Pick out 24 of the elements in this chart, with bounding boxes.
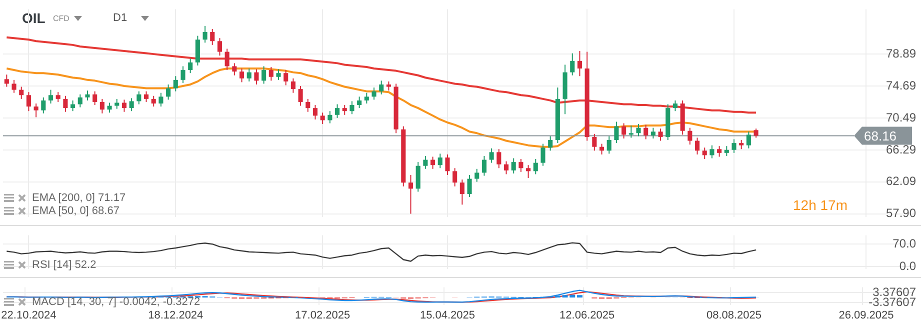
y-tick-label: 66.29: [886, 142, 916, 156]
annotation: RSI [14] 52.2: [32, 259, 96, 271]
annotation: 12h 17m: [793, 197, 848, 213]
y-tick-label: 62.09: [886, 174, 916, 188]
text: CFD: [53, 14, 70, 23]
annotation: EMA [200, 0] 71.17: [32, 192, 126, 204]
x-tick-label: 12.06.2025: [560, 309, 615, 322]
chart-title: OIL: [22, 10, 46, 26]
y-tick-label: 70.49: [886, 110, 916, 124]
y-tick-label: 74.69: [886, 78, 916, 92]
x-tick-label: 26.09.2025: [838, 309, 894, 322]
annotation: D1: [113, 12, 128, 24]
annotation: EMA [50, 0] 68.67: [32, 205, 120, 217]
ref-line-label: 68.16: [864, 128, 897, 144]
x-tick-label: 08.08.2025: [706, 309, 762, 322]
x-tick-label: 15.04.2025: [420, 309, 476, 322]
y-tick-label: 70.0: [892, 236, 916, 250]
annotation: MACD [14, 30, 7] -0.0042, -0.3272: [32, 296, 200, 308]
x-tick-label: 22.10.2024: [1, 309, 56, 322]
y-tick-label: 57.90: [886, 206, 916, 220]
x-tick-label: 17.02.2025: [295, 309, 350, 322]
y-tick-label: 78.89: [886, 46, 916, 60]
y-tick-label: 0.0: [899, 259, 916, 274]
x-tick-label: 18.12.2024: [148, 309, 204, 322]
